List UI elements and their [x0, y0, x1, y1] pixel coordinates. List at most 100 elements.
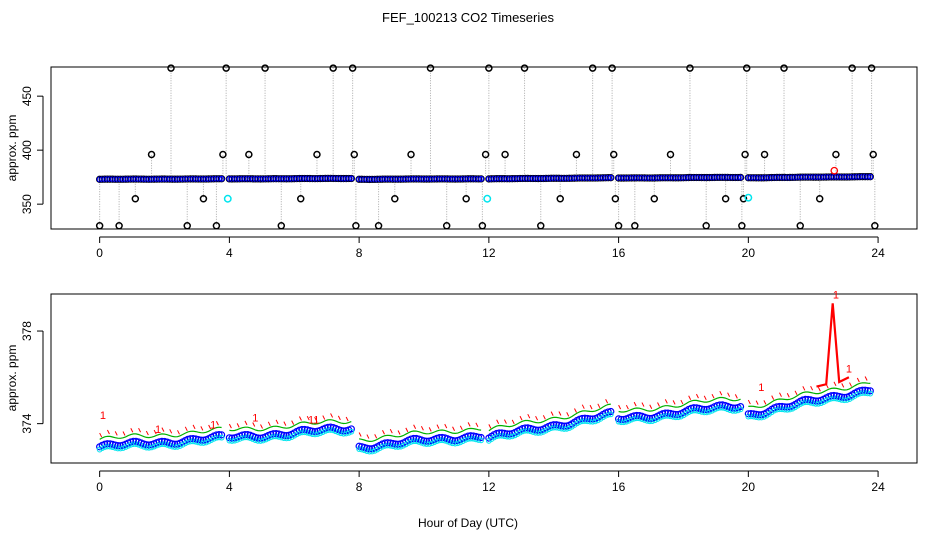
cyan-point [867, 390, 874, 397]
flag-tick [215, 421, 219, 426]
flag-tick [496, 419, 500, 425]
flag-tick [114, 431, 118, 436]
flagged-point [830, 166, 839, 175]
flag-label: 1 [100, 410, 106, 422]
spike-point [832, 150, 840, 159]
flag-tick [475, 422, 479, 428]
flag-tick [177, 430, 180, 435]
green-trace [358, 427, 482, 443]
avg-point [736, 403, 745, 411]
cyan-point [223, 194, 232, 203]
top-plot-frame [50, 66, 918, 230]
bottom-x-tick-label: 16 [612, 480, 626, 494]
flag-tick [459, 425, 463, 431]
flag-tick [703, 395, 707, 401]
flag-tick [817, 387, 821, 392]
top-x-tick-label: 16 [612, 246, 626, 260]
flag-tick [657, 402, 660, 407]
flag-tick [330, 413, 334, 418]
flag-tick [236, 423, 240, 428]
red-spike-line [816, 303, 850, 388]
spike-point [631, 222, 639, 230]
flag-tick [734, 394, 738, 399]
top-x-tick-label: 0 [96, 246, 103, 260]
flag-label: 1 [758, 382, 764, 394]
spike-point [871, 222, 879, 230]
flag-tick [99, 432, 103, 438]
flag-tick [605, 398, 609, 404]
spike-point [721, 195, 730, 203]
flag-tick [314, 417, 318, 423]
flag-tick [291, 420, 295, 425]
top-points [95, 64, 879, 230]
flag-tick [436, 424, 440, 429]
flag-tick [322, 415, 326, 420]
spike-point [686, 64, 694, 72]
flag-tick [589, 404, 593, 410]
spike-point [609, 150, 618, 159]
top-y-axis-label: approx. ppm [5, 115, 19, 182]
green-trace [748, 382, 871, 408]
bottom-x-tick-label: 0 [96, 480, 103, 494]
spike-point [478, 222, 487, 230]
green-trace [229, 419, 352, 432]
spike-point [348, 64, 357, 72]
flag-tick [581, 404, 585, 409]
flag-tick [786, 393, 790, 398]
spike-point [738, 222, 746, 230]
x-axis-label: Hour of Day (UTC) [418, 516, 518, 530]
flag-tick [145, 430, 149, 436]
flag-tick [755, 400, 759, 405]
spike-point [796, 222, 804, 230]
flag-tick [550, 411, 554, 416]
flag-tick [618, 404, 622, 410]
flag-tick [771, 395, 775, 400]
flag-tick [566, 412, 570, 417]
spike-point [611, 195, 620, 203]
flag-tick [337, 415, 341, 421]
flag-tick [695, 393, 699, 399]
spike-point [815, 195, 824, 203]
top-x-tick-label: 12 [482, 246, 496, 260]
flag-tick [161, 427, 165, 432]
spike-point [167, 64, 175, 72]
flag-tick [558, 411, 562, 416]
flag-tick [452, 426, 455, 432]
flag-tick [833, 381, 837, 387]
avg-point [347, 425, 355, 433]
spike-point [572, 150, 581, 159]
flag-tick [444, 423, 448, 429]
spike-point [313, 150, 321, 159]
spike-point [95, 222, 104, 230]
flag-tick [849, 382, 852, 387]
top-y-tick-label: 400 [20, 140, 34, 160]
flag-tick [802, 386, 806, 391]
bottom-x-tick-label: 8 [356, 480, 363, 494]
avg-point [607, 407, 615, 416]
flag-label: 1 [210, 419, 216, 431]
avg-point [737, 174, 744, 181]
flag-tick [200, 426, 204, 431]
bottom-x-axis: 0 4 8 12 16 20 24 [96, 470, 885, 494]
avg-point [218, 431, 226, 439]
avg-point [607, 174, 614, 181]
flag-tick [511, 419, 515, 425]
flag-tick [397, 430, 401, 435]
flag-tick [130, 428, 134, 433]
flag-tick [727, 392, 731, 397]
flag-tick [763, 400, 767, 405]
top-y-tick-label: 350 [20, 194, 34, 214]
flag-label: 1 [252, 412, 258, 424]
flag-tick [794, 390, 798, 396]
flag-label: 1 [833, 290, 839, 302]
flag-tick [374, 434, 378, 439]
flag-tick [428, 427, 432, 432]
flag-tick [542, 415, 546, 420]
avg-point [477, 433, 485, 442]
flag-tick [625, 404, 629, 410]
flag-tick [267, 421, 271, 427]
spike-point [485, 64, 493, 72]
bottom-y-axis-label: approx. ppm [5, 345, 19, 412]
